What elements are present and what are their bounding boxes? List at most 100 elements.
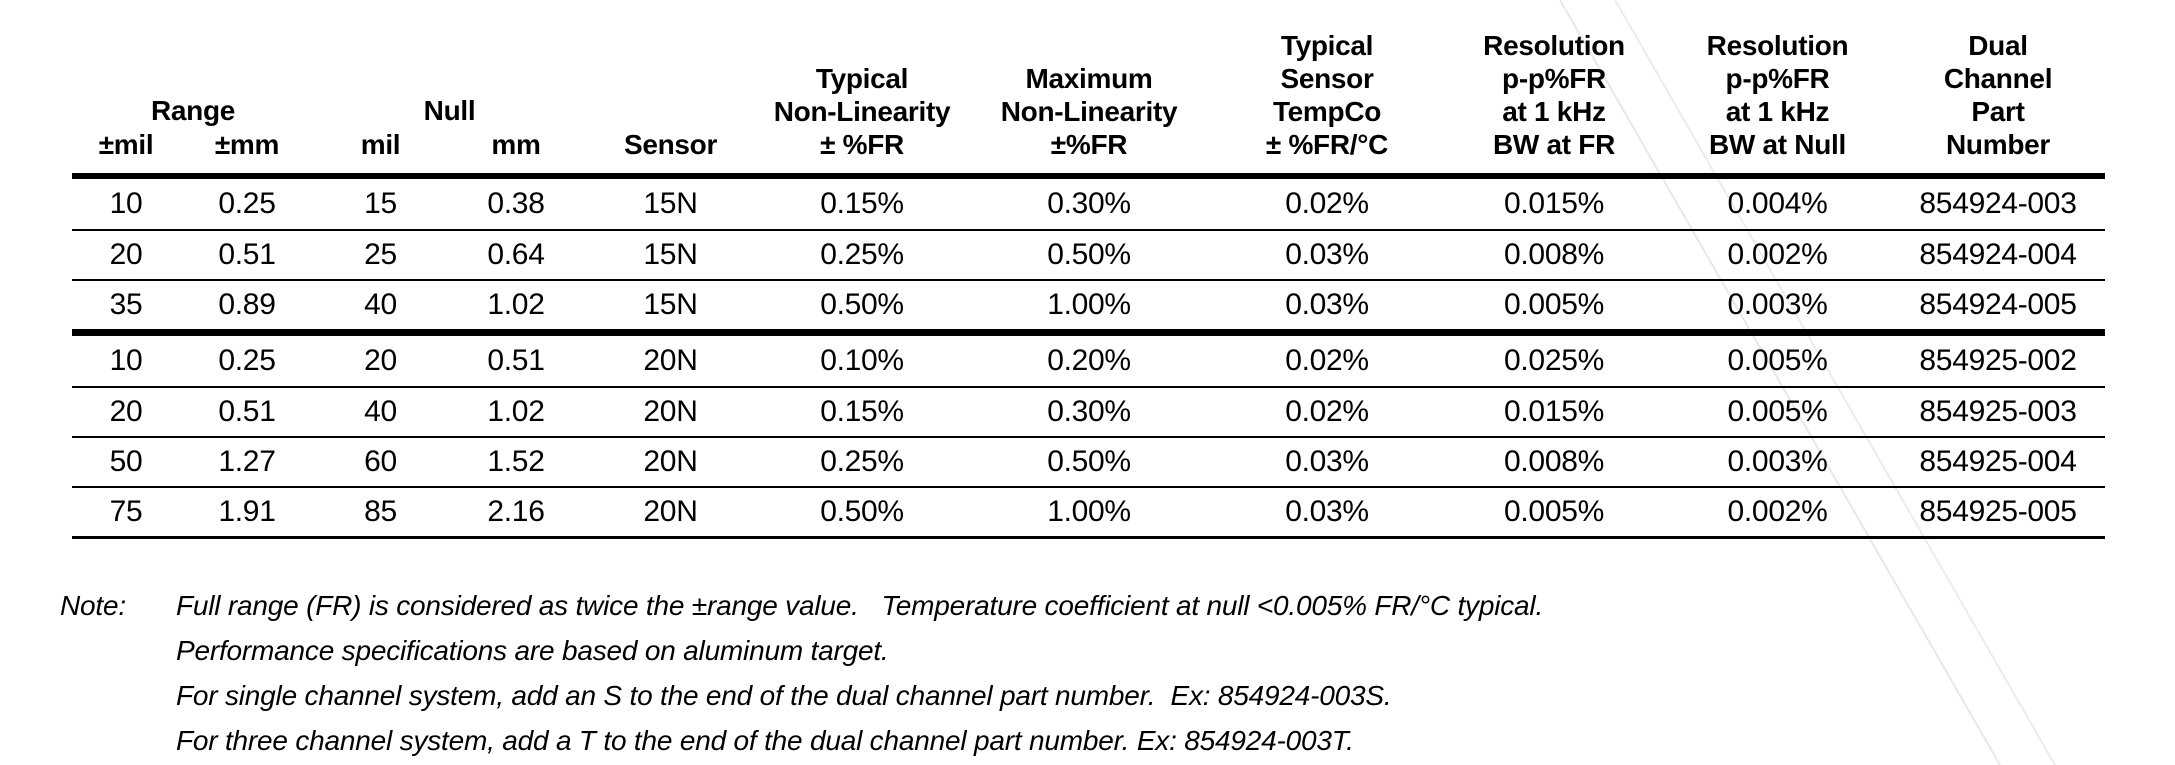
column-header-line: TempCo bbox=[1272, 96, 1382, 127]
cell-sensor: 20N bbox=[643, 495, 698, 528]
column-header-line: ± %FR bbox=[820, 129, 904, 160]
table-header: Range Null ±mil ±mm mil mm Sensor Typical Non-Li… bbox=[72, 0, 2105, 173]
cell-resolution-bw-at-fr: 0.008% bbox=[1504, 238, 1604, 271]
column-header-typical-sensor-tempco: Typical Sensor TempCo ± %FR/°C bbox=[1210, 0, 1444, 161]
cell-null-mil: 85 bbox=[364, 495, 397, 528]
cell-resolution-bw-at-null: 0.002% bbox=[1727, 238, 1828, 271]
note-line-2: Performance specifications are based on … bbox=[176, 635, 889, 666]
cell-resolution-bw-at-fr: 0.025% bbox=[1504, 344, 1604, 377]
column-header-resolution-bw-at-fr: Resolution p-p%FR at 1 kHz BW at FR bbox=[1444, 0, 1664, 161]
cell-resolution-bw-at-null: 0.005% bbox=[1727, 395, 1828, 428]
note-label: Note: bbox=[60, 590, 126, 621]
cell-resolution-bw-at-null: 0.005% bbox=[1727, 344, 1828, 377]
cell-resolution-bw-at-null: 0.003% bbox=[1727, 288, 1828, 321]
cell-null-mm: 0.64 bbox=[487, 238, 545, 271]
cell-sensor: 15N bbox=[643, 187, 698, 220]
cell-sensor: 20N bbox=[643, 344, 698, 377]
cell-typical-sensor-tempco: 0.02% bbox=[1285, 344, 1369, 377]
cell-resolution-bw-at-null: 0.004% bbox=[1727, 187, 1828, 220]
column-header-line: Sensor bbox=[1280, 63, 1374, 94]
column-header-line: mil bbox=[360, 129, 401, 160]
note-line-1: Full range (FR) is considered as twice t… bbox=[176, 590, 1544, 621]
cell-range-mil: 10 bbox=[109, 187, 143, 220]
note-line-4: For three channel system, add a T to the… bbox=[176, 725, 1354, 756]
cell-dual-channel-part-number: 854924-005 bbox=[1919, 288, 2077, 321]
cell-null-mm: 0.51 bbox=[487, 344, 545, 377]
column-header-null-mil: mil bbox=[314, 128, 447, 161]
column-header-line: Channel bbox=[1943, 63, 2053, 94]
cell-dual-channel-part-number: 854924-004 bbox=[1919, 238, 2077, 271]
cell-resolution-bw-at-fr: 0.008% bbox=[1504, 445, 1604, 478]
cell-range-mil: 10 bbox=[109, 344, 143, 377]
column-header-line: ±mm bbox=[214, 129, 280, 160]
cell-null-mm: 2.16 bbox=[487, 495, 545, 528]
table-row-20n-4: 75 1.91 85 2.16 20N 0.50% 1.00% 0.03% 0.005% 0.00… bbox=[72, 486, 2105, 536]
header-rule bbox=[72, 173, 2105, 179]
cell-maximum-non-linearity: 0.50% bbox=[1047, 238, 1131, 271]
column-header-range-mm: ±mm bbox=[180, 128, 314, 161]
cell-typical-sensor-tempco: 0.03% bbox=[1285, 238, 1369, 271]
column-header-line: BW at FR bbox=[1492, 129, 1616, 160]
column-header-sensor: Sensor bbox=[585, 0, 756, 161]
column-group-null: Null bbox=[423, 95, 476, 126]
table-body: 10 0.25 15 0.38 15N 0.15% 0.30% 0.02% 0.015% 0.00… bbox=[72, 179, 2105, 539]
table-row-15n-2: 20 0.51 25 0.64 15N 0.25% 0.50% 0.03% 0.008% 0.00… bbox=[72, 229, 2105, 279]
column-header-null-mm: mm bbox=[447, 128, 585, 161]
cell-sensor: 15N bbox=[643, 238, 698, 271]
column-header-dual-channel-part-number: Dual Channel Part Number bbox=[1891, 0, 2105, 161]
cell-sensor: 20N bbox=[643, 445, 698, 478]
cell-null-mil: 40 bbox=[364, 288, 397, 321]
column-header-line: ±mil bbox=[98, 129, 154, 160]
column-header-line: mm bbox=[491, 129, 541, 160]
cell-resolution-bw-at-fr: 0.015% bbox=[1504, 187, 1604, 220]
column-header-line: at 1 kHz bbox=[1725, 96, 1830, 127]
column-header-line: p-p%FR bbox=[1725, 63, 1830, 94]
note-lines: Full range (FR) is considered as twice t… bbox=[176, 583, 1543, 763]
column-header-line: at 1 kHz bbox=[1502, 96, 1606, 127]
cell-dual-channel-part-number: 854925-005 bbox=[1919, 495, 2077, 528]
column-header-range-mil: ±mil bbox=[72, 128, 180, 161]
column-header-line: Resolution bbox=[1706, 30, 1849, 61]
cell-typical-non-linearity: 0.50% bbox=[820, 288, 904, 321]
column-header-line: BW at Null bbox=[1709, 129, 1846, 160]
cell-dual-channel-part-number: 854925-003 bbox=[1919, 395, 2077, 428]
cell-dual-channel-part-number: 854924-003 bbox=[1919, 187, 2077, 220]
column-header-line: Non-Linearity bbox=[773, 96, 951, 127]
column-header-line: Non-Linearity bbox=[1000, 96, 1178, 127]
cell-range-mm: 0.51 bbox=[218, 395, 276, 428]
cell-null-mm: 0.38 bbox=[487, 187, 545, 220]
cell-maximum-non-linearity: 0.20% bbox=[1047, 344, 1131, 377]
cell-resolution-bw-at-null: 0.002% bbox=[1727, 495, 1828, 528]
cell-range-mil: 75 bbox=[109, 495, 143, 528]
cell-range-mm: 0.25 bbox=[218, 187, 276, 220]
column-header-line: ±%FR bbox=[1050, 129, 1128, 160]
table-row-15n-1: 10 0.25 15 0.38 15N 0.15% 0.30% 0.02% 0.015% 0.00… bbox=[72, 179, 2105, 229]
column-header-line: Number bbox=[1946, 129, 2050, 160]
cell-dual-channel-part-number: 854925-004 bbox=[1919, 445, 2077, 478]
cell-typical-sensor-tempco: 0.02% bbox=[1285, 187, 1369, 220]
table-row-20n-1: 10 0.25 20 0.51 20N 0.10% 0.20% 0.02% 0.025% 0.00… bbox=[72, 336, 2105, 386]
column-header-typical-non-linearity: Typical Non-Linearity ± %FR bbox=[756, 0, 968, 161]
column-header-line: Maximum bbox=[1025, 63, 1153, 94]
cell-null-mil: 25 bbox=[364, 238, 397, 271]
cell-maximum-non-linearity: 1.00% bbox=[1047, 495, 1131, 528]
cell-sensor: 15N bbox=[643, 288, 698, 321]
column-header-resolution-bw-at-null: Resolution p-p%FR at 1 kHz BW at Null bbox=[1664, 0, 1891, 161]
cell-maximum-non-linearity: 0.50% bbox=[1047, 445, 1131, 478]
cell-typical-sensor-tempco: 0.03% bbox=[1285, 288, 1369, 321]
cell-range-mm: 1.27 bbox=[218, 445, 276, 478]
cell-range-mil: 35 bbox=[109, 288, 143, 321]
cell-typical-non-linearity: 0.15% bbox=[820, 395, 904, 428]
column-header-line: ± %FR/°C bbox=[1265, 129, 1389, 160]
column-header-line: Typical bbox=[815, 63, 909, 94]
cell-resolution-bw-at-fr: 0.005% bbox=[1504, 288, 1604, 321]
cell-typical-sensor-tempco: 0.03% bbox=[1285, 445, 1369, 478]
column-group-range: Range bbox=[150, 95, 236, 126]
table-row-20n-2: 20 0.51 40 1.02 20N 0.15% 0.30% 0.02% 0.015% 0.00… bbox=[72, 386, 2105, 436]
cell-null-mil: 15 bbox=[364, 187, 397, 220]
cell-resolution-bw-at-null: 0.003% bbox=[1727, 445, 1828, 478]
cell-range-mil: 20 bbox=[109, 238, 143, 271]
note-line-3: For single channel system, add an S to t… bbox=[176, 680, 1392, 711]
column-header-line: Sensor bbox=[623, 129, 718, 160]
